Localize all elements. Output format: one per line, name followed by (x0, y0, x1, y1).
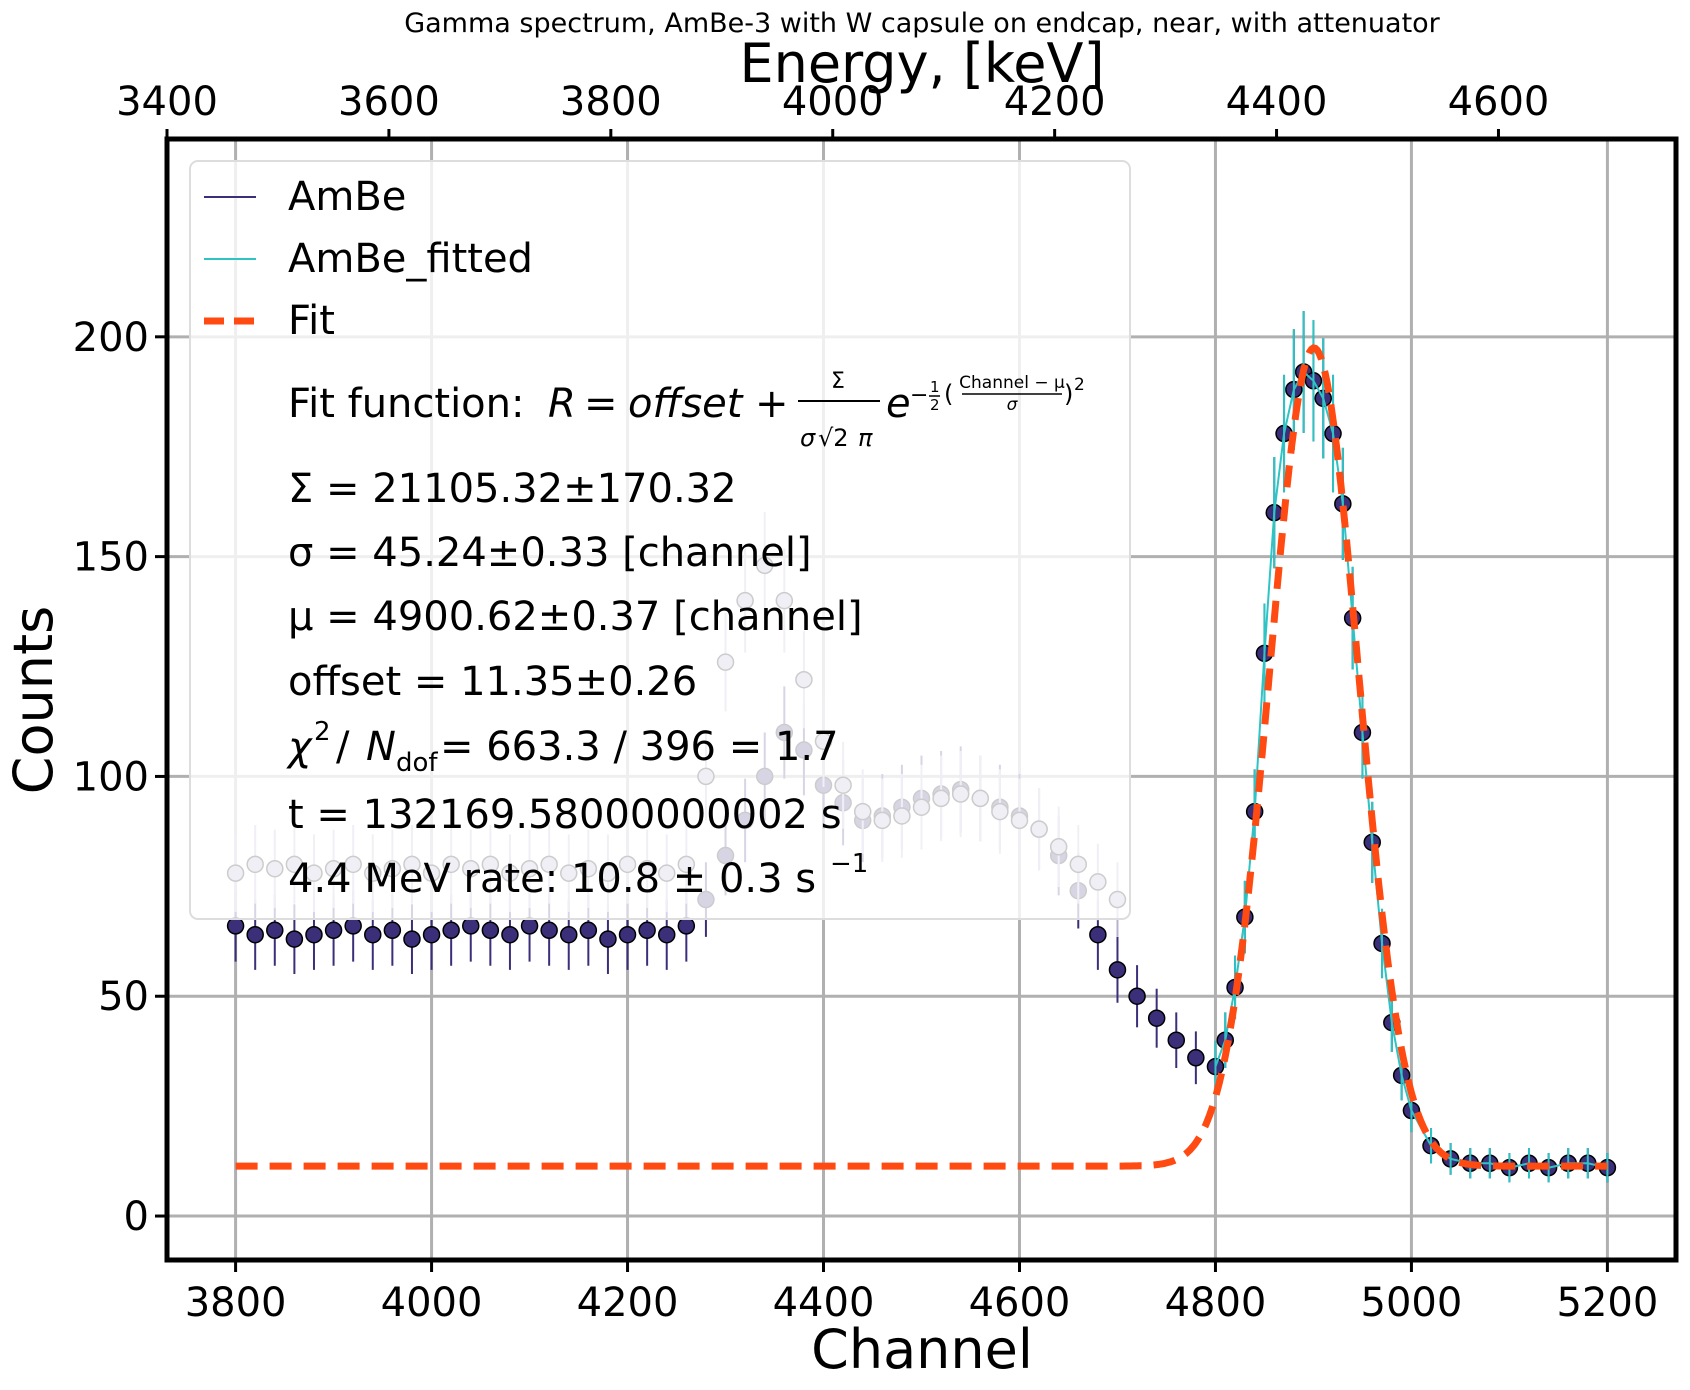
y-tick-label: 0 (124, 1194, 149, 1240)
svg-text:1: 1 (930, 378, 940, 396)
ambe-point (599, 930, 617, 948)
legend-box (189, 160, 1131, 920)
y-tick-label: 100 (73, 754, 149, 800)
top-tick-label: 3400 (116, 79, 218, 125)
fit-function-label: Fit function: (288, 381, 524, 427)
param-sigma-total: Σ = 21105.32±170.32 (288, 466, 737, 512)
svg-text:Channel − μ: Channel − μ (959, 373, 1065, 393)
ambe-point (226, 917, 245, 935)
ambe-point (1108, 961, 1127, 979)
ambe-point (657, 925, 676, 944)
svg-text:=: = (584, 381, 618, 427)
param-sigma-width: σ = 45.24±0.33 [channel] (288, 530, 812, 576)
ambe-point (638, 921, 656, 940)
ambe-point (442, 921, 460, 940)
x-tick-label: 4200 (577, 1280, 679, 1326)
param-time: t = 132169.58000000002 s (288, 792, 842, 838)
param-chi2: χ 2 / N dof = 663.3 / 396 = 1.7 (286, 717, 839, 778)
svg-text:/: / (336, 724, 350, 770)
ambe-point (1128, 987, 1146, 1005)
y-tick-label: 200 (73, 315, 149, 361)
svg-text:R: R (548, 381, 576, 427)
ambe-point (677, 917, 696, 935)
svg-text:N: N (366, 724, 396, 770)
ambe-point (1187, 1049, 1205, 1067)
y-tick-label: 50 (98, 974, 149, 1020)
svg-text:π: π (858, 424, 873, 452)
x-tick-label: 4400 (773, 1280, 875, 1326)
svg-text:e: e (886, 381, 911, 427)
top-axis-ticks: 3400 3600 3800 4000 4200 4400 4600 (116, 79, 1549, 139)
x-axis-label: Channel (811, 1318, 1033, 1381)
ambe-point (1167, 1031, 1186, 1049)
top-tick-label: 3600 (338, 79, 440, 125)
param-offset: offset = 11.35±0.26 (288, 659, 697, 705)
svg-text:(: ( (944, 380, 953, 408)
ambe-point (422, 925, 441, 944)
svg-text:−1: −1 (830, 849, 868, 879)
svg-text:Σ: Σ (831, 369, 845, 394)
top-tick-label: 4600 (1448, 79, 1550, 125)
x-tick-label: 3800 (185, 1280, 287, 1326)
svg-text:2: 2 (1074, 375, 1085, 395)
ambe-point (501, 925, 519, 944)
legend-label-fit: Fit (288, 298, 335, 344)
ambe-point (383, 921, 402, 940)
plot-frame (164, 136, 1679, 1263)
svg-text:offset: offset (628, 381, 744, 427)
ambe-point (364, 925, 382, 944)
y-axis-label: Counts (2, 606, 65, 795)
param-rate: 4.4 MeV rate: 10.8 ± 0.3 s −1 (288, 849, 868, 902)
param-mu: μ = 4900.62±0.37 [channel] (288, 594, 863, 640)
chart-title: Gamma spectrum, AmBe-3 with W capsule on… (404, 8, 1440, 39)
ambe-point (1089, 925, 1107, 944)
ambe-point (462, 917, 480, 935)
legend: AmBe AmBe_fitted Fit Fit function: R = o… (189, 160, 1131, 920)
legend-label-ambe-fitted: AmBe_fitted (288, 236, 533, 282)
fit-function-formula: R = offset + Σ σ √2 π e − 1 2 ( Channel … (548, 369, 1085, 452)
x-tick-label: 4600 (969, 1280, 1071, 1326)
ambe-point (559, 925, 578, 944)
ambe-point (1147, 1009, 1166, 1027)
svg-text:4.4 MeV rate: 10.8 ± 0.3 s: 4.4 MeV rate: 10.8 ± 0.3 s (288, 856, 816, 902)
ambe-point (324, 921, 343, 940)
fit-curve (235, 344, 1608, 1170)
ambe-point (344, 917, 362, 935)
top-tick-label: 4200 (1004, 79, 1106, 125)
svg-text:√2: √2 (818, 424, 849, 452)
y-tick-label: 150 (73, 535, 149, 581)
svg-text:dof: dof (396, 748, 438, 778)
x-axis-ticks: 3800 4000 4200 4400 4600 4800 5000 5200 (185, 1260, 1659, 1326)
svg-text:σ: σ (800, 424, 816, 452)
top-tick-label: 4000 (782, 79, 884, 125)
ambe-point (540, 921, 558, 940)
legend-label-ambe: AmBe (288, 174, 406, 220)
svg-text:χ: χ (286, 724, 313, 770)
svg-text:2: 2 (930, 396, 940, 414)
top-tick-label: 3800 (560, 79, 662, 125)
svg-text:σ: σ (1007, 395, 1019, 415)
svg-text:+: + (755, 381, 789, 427)
ambe-point (481, 921, 500, 940)
ambe-point (305, 925, 323, 944)
ambe-point (618, 925, 637, 944)
ambe-point (266, 921, 284, 940)
ambe-point (520, 917, 539, 935)
x-tick-label: 5200 (1557, 1280, 1659, 1326)
svg-text:2: 2 (314, 717, 331, 747)
y-axis-ticks: 0 50 100 150 200 (73, 315, 167, 1240)
ambe-point (579, 921, 598, 940)
top-tick-label: 4400 (1226, 79, 1328, 125)
x-tick-label: 4000 (381, 1280, 483, 1326)
ambe-point (246, 925, 264, 944)
svg-text:): ) (1064, 380, 1073, 408)
svg-text:= 663.3 / 396 = 1.7: = 663.3 / 396 = 1.7 (440, 724, 839, 770)
ambe-point (285, 930, 304, 948)
svg-text:−: − (910, 383, 928, 408)
top-axis-label: Energy, [keV] (739, 32, 1104, 95)
x-tick-label: 5000 (1361, 1280, 1463, 1326)
x-tick-label: 4800 (1165, 1280, 1267, 1326)
ambe-point (403, 930, 421, 948)
